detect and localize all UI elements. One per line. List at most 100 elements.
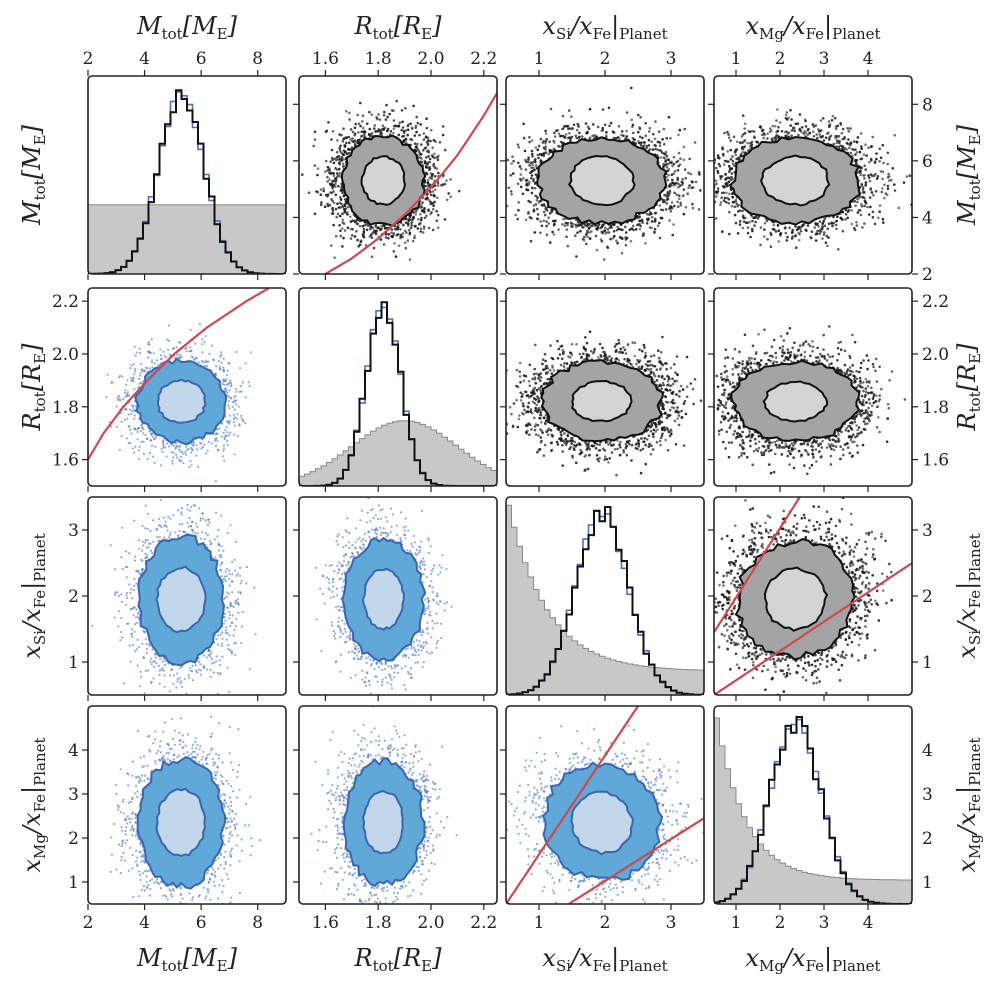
scatter-point — [225, 426, 228, 429]
scatter-point — [660, 375, 664, 378]
scatter-point — [852, 374, 855, 378]
scatter-point — [741, 209, 744, 213]
scatter-point — [851, 148, 854, 151]
mass-radius-boundary-curve — [88, 288, 270, 461]
scatter-point — [588, 448, 592, 451]
scatter-point — [650, 215, 654, 219]
scatter-point — [762, 445, 766, 448]
scatter-point — [862, 381, 865, 384]
scatter-point — [709, 408, 712, 411]
scatter-point — [811, 449, 815, 452]
scatter-point — [600, 355, 603, 359]
scatter-point — [648, 126, 652, 130]
scatter-point — [132, 379, 135, 383]
scatter-point — [527, 160, 530, 164]
scatter-point — [759, 359, 763, 362]
scatter-point — [658, 422, 662, 425]
panel-R-vs-Si — [506, 330, 703, 477]
scatter-point — [798, 344, 802, 347]
scatter-point — [791, 230, 794, 234]
scatter-point — [854, 160, 858, 163]
scatter-point — [585, 131, 589, 135]
contour-68 — [571, 379, 633, 423]
scatter-point — [799, 227, 802, 230]
scatter-point — [817, 444, 820, 448]
scatter-point — [781, 354, 784, 358]
scatter-point — [651, 448, 655, 451]
scatter-point — [435, 155, 439, 159]
scatter-point — [675, 355, 679, 358]
scatter-point — [724, 447, 727, 450]
scatter-point — [797, 133, 800, 137]
scatter-point — [568, 131, 571, 135]
scatter-point — [539, 436, 543, 439]
scatter-point — [529, 394, 533, 398]
scatter-point — [846, 127, 850, 130]
scatter-point — [832, 444, 835, 448]
scatter-point — [412, 104, 415, 108]
scatter-point — [729, 178, 733, 182]
scatter-point — [863, 428, 867, 431]
scatter-point — [659, 436, 663, 440]
scatter-point — [343, 203, 347, 206]
scatter-point — [585, 353, 588, 356]
scatter-point — [683, 168, 687, 171]
scatter-point — [587, 223, 590, 226]
scatter-point — [675, 409, 678, 413]
scatter-point — [399, 233, 403, 237]
scatter-point — [334, 159, 338, 162]
scatter-point — [826, 353, 830, 356]
scatter-point — [776, 439, 779, 443]
scatter-point — [643, 437, 646, 440]
scatter-point — [351, 137, 354, 140]
scatter-point — [400, 128, 403, 132]
scatter-point — [342, 236, 345, 240]
scatter-point — [652, 354, 656, 357]
scatter-point — [834, 136, 837, 140]
scatter-point — [864, 201, 868, 204]
scatter-point — [659, 367, 662, 370]
scatter-point — [727, 392, 731, 396]
scatter-point — [553, 141, 556, 144]
scatter-point — [608, 441, 612, 445]
scatter-point — [556, 357, 560, 360]
scatter-point — [401, 135, 404, 138]
scatter-point — [684, 177, 688, 180]
scatter-point — [729, 148, 732, 152]
scatter-point — [603, 354, 606, 358]
scatter-point — [893, 189, 897, 192]
scatter-point — [509, 174, 513, 177]
scatter-point — [720, 372, 723, 376]
scatter-point — [381, 124, 385, 127]
scatter-point — [162, 446, 165, 449]
scatter-point — [437, 171, 440, 175]
scatter-point — [595, 442, 599, 446]
scatter-point — [707, 195, 710, 198]
scatter-point — [550, 372, 554, 375]
scatter-point — [563, 441, 566, 444]
scatter-point — [819, 135, 822, 139]
scatter-point — [429, 200, 432, 204]
scatter-point — [725, 375, 729, 378]
scatter-point — [723, 196, 727, 200]
scatter-point — [849, 127, 852, 130]
scatter-point — [637, 360, 641, 364]
scatter-point — [772, 338, 776, 342]
scatter-point — [819, 456, 822, 459]
scatter-point — [521, 192, 525, 196]
scatter-point — [689, 172, 693, 176]
scatter-point — [419, 203, 423, 207]
scatter-point — [525, 394, 529, 397]
scatter-point — [731, 162, 735, 166]
scatter-point — [647, 434, 651, 438]
scatter-point — [184, 347, 187, 350]
scatter-point — [553, 135, 557, 138]
scatter-point — [506, 158, 510, 162]
scatter-point — [607, 231, 611, 234]
scatter-point — [828, 138, 831, 141]
scatter-point — [128, 394, 131, 397]
scatter-point — [204, 364, 207, 367]
scatter-point — [839, 457, 842, 461]
scatter-point — [582, 238, 586, 242]
scatter-point — [552, 369, 556, 372]
